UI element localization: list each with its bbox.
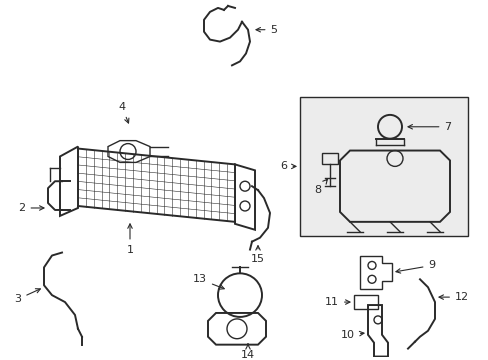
- Text: 7: 7: [407, 122, 450, 132]
- Bar: [321, 153, 337, 165]
- Text: 15: 15: [250, 246, 264, 265]
- Text: 13: 13: [193, 274, 224, 289]
- Text: 3: 3: [15, 289, 41, 304]
- Text: 5: 5: [256, 25, 277, 35]
- Text: 6: 6: [280, 161, 295, 171]
- Bar: [353, 295, 377, 309]
- Text: 9: 9: [395, 260, 435, 273]
- Text: 12: 12: [438, 292, 468, 302]
- Text: 14: 14: [241, 344, 255, 360]
- Bar: [299, 97, 467, 236]
- Text: 8: 8: [314, 179, 326, 195]
- Text: 10: 10: [340, 330, 363, 340]
- Text: 2: 2: [19, 203, 44, 213]
- Text: 4: 4: [118, 102, 129, 123]
- Text: 11: 11: [325, 297, 349, 307]
- Text: 1: 1: [126, 224, 133, 255]
